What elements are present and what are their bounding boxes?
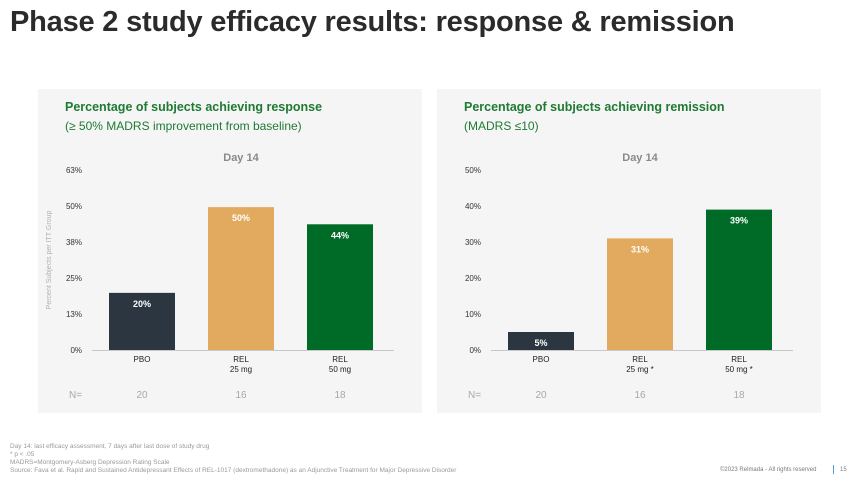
bar xyxy=(307,224,373,350)
y-tick-label: 40% xyxy=(465,202,481,211)
remission-chart-heading: Percentage of subjects achieving remissi… xyxy=(464,100,725,114)
remission-chart-subheading: (MADRS ≤10) xyxy=(464,119,539,133)
bar xyxy=(109,292,175,350)
y-tick-label: 25% xyxy=(66,274,82,283)
footnote-line: MADRS=Montgomery-Asberg Depression Ratin… xyxy=(10,459,170,466)
y-tick-label: 13% xyxy=(66,310,82,319)
y-tick-label: 38% xyxy=(66,238,82,247)
response-chart-heading: Percentage of subjects achieving respons… xyxy=(65,100,323,114)
bar-value-label: 20% xyxy=(133,299,151,309)
y-tick-label: 50% xyxy=(465,166,481,175)
bar xyxy=(508,332,574,350)
chart-title: Day 14 xyxy=(223,152,259,164)
bar-value-label: 39% xyxy=(730,216,748,226)
footnotes: Day 14: last efficacy assessment, 7 days… xyxy=(10,443,456,475)
bar xyxy=(607,238,673,350)
bar xyxy=(208,207,274,350)
response-chart-panel: Percentage of subjects achieving respons… xyxy=(38,89,422,413)
category-label: PBO xyxy=(134,355,151,364)
n-value: 18 xyxy=(733,390,745,401)
bar xyxy=(706,209,772,350)
bar-value-label: 50% xyxy=(232,213,250,223)
y-axis-label: Percent Subjects per ITT Group xyxy=(46,211,53,310)
n-label: N= xyxy=(468,390,481,401)
n-value: 16 xyxy=(235,390,247,401)
category-label: REL 25 mg * xyxy=(626,355,654,374)
response-bar-chart: Day 14 0% 13% 25% 38% 50% 63% Percent Subjects … xyxy=(46,152,394,401)
bar-value-label: 44% xyxy=(331,230,349,240)
category-label: REL 50 mg xyxy=(329,355,351,374)
remission-chart-panel: Percentage of subjects achieving remissi… xyxy=(437,89,821,413)
page-number: 15 xyxy=(840,467,847,473)
n-label: N= xyxy=(69,390,82,401)
footnote-line: Day 14: last efficacy assessment, 7 days… xyxy=(10,443,210,450)
y-tick-label: 20% xyxy=(465,274,481,283)
copyright: ©2023 Relmada - All rights reserved xyxy=(720,467,817,473)
footnote-line: * p < .05 xyxy=(10,451,35,458)
y-tick-label: 63% xyxy=(66,166,82,175)
page-number-separator xyxy=(833,465,834,474)
category-label: PBO xyxy=(533,355,550,364)
chart-title: Day 14 xyxy=(622,152,658,164)
n-value: 20 xyxy=(136,390,148,401)
n-value: 20 xyxy=(535,390,547,401)
response-chart-subheading: (≥ 50% MADRS improvement from baseline) xyxy=(65,119,302,133)
y-tick-label: 0% xyxy=(469,346,481,355)
remission-bar-chart: Day 14 0% 10% 20% 30% 40% 50% 5% 31% 39% PBO REL 25 … xyxy=(465,152,793,401)
category-label: REL 25 mg xyxy=(230,355,252,374)
footnote-line: Source: Fava et al. Rapid and Sustained … xyxy=(10,467,457,474)
y-tick-label: 50% xyxy=(66,202,82,211)
bar-value-label: 5% xyxy=(534,338,547,348)
page-title: Phase 2 study efficacy results: response… xyxy=(10,6,735,38)
n-value: 16 xyxy=(634,390,646,401)
y-tick-label: 10% xyxy=(465,310,481,319)
bar-value-label: 31% xyxy=(631,244,649,254)
y-tick-label: 30% xyxy=(465,238,481,247)
n-value: 18 xyxy=(334,390,346,401)
category-label: REL 50 mg * xyxy=(725,355,753,374)
y-tick-label: 0% xyxy=(70,346,82,355)
